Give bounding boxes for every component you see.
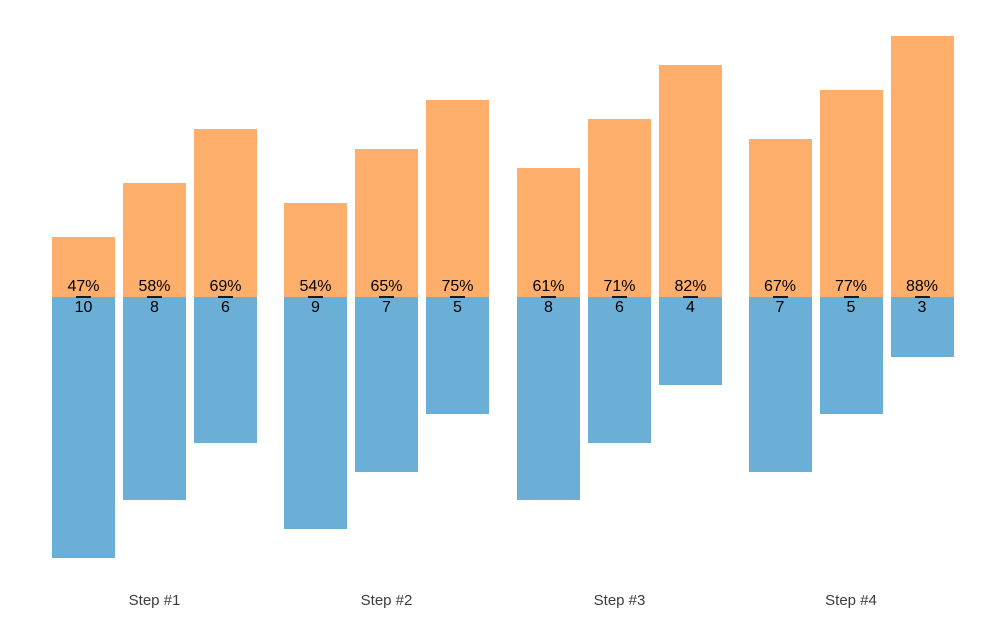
fraction-line — [843, 296, 859, 298]
bar-pct-label: 67% — [763, 278, 797, 295]
bar-denominator-label: 7 — [382, 299, 391, 316]
down-bar-step1-6 — [194, 297, 257, 443]
bar-denominator-label: 6 — [221, 299, 230, 316]
fraction-line — [450, 296, 465, 298]
down-bar-step1-8 — [123, 297, 186, 501]
bar-pct-label: 65% — [370, 278, 403, 295]
x-axis-label-step3: Step #3 — [593, 592, 646, 609]
bar-denominator-label: 8 — [544, 299, 553, 316]
bar-pct-label: 47% — [67, 278, 100, 295]
up-bar-step2-5 — [426, 99, 489, 297]
x-axis-label-step1: Step #1 — [128, 592, 181, 609]
down-bar-step4-7 — [748, 297, 812, 472]
up-bar-step2-9 — [284, 202, 347, 297]
bar-pct-label: 58% — [138, 278, 171, 295]
bar-denominator-label: 5 — [453, 299, 462, 316]
down-bar-step2-5 — [426, 297, 489, 415]
up-bar-step4-7 — [748, 138, 812, 297]
bar-pct-label: 88% — [905, 278, 939, 295]
bar-denominator-label: 4 — [686, 299, 695, 316]
bar-pct-label: 75% — [441, 278, 474, 295]
bar-pct-label: 77% — [834, 278, 868, 295]
down-bar-step2-7 — [355, 297, 418, 472]
bar-pct-label: 69% — [209, 278, 242, 295]
bar-denominator-label: 7 — [775, 299, 785, 316]
fraction-line — [308, 296, 323, 298]
bar-pct-label: 82% — [674, 278, 707, 295]
up-bar-step1-10 — [52, 236, 115, 297]
bar-denominator-label: 5 — [846, 299, 856, 316]
x-axis-label-step4: Step #4 — [825, 592, 877, 609]
x-axis-label-step2: Step #2 — [360, 592, 413, 609]
up-bar-step3-6 — [588, 119, 651, 297]
up-bar-step3-8 — [517, 168, 580, 297]
fraction-line — [914, 296, 930, 298]
bar-denominator-label: 3 — [917, 299, 927, 316]
down-bar-step3-6 — [588, 297, 651, 443]
fraction-line — [147, 296, 162, 298]
up-bar-step1-8 — [123, 182, 186, 297]
bar-denominator-label: 8 — [150, 299, 159, 316]
bar-denominator-label: 6 — [615, 299, 624, 316]
up-bar-step4-5 — [819, 89, 883, 297]
fraction-line — [772, 296, 788, 298]
fraction-line — [683, 296, 698, 298]
fraction-line — [612, 296, 627, 298]
fraction-line — [379, 296, 394, 298]
down-bar-step2-9 — [284, 297, 347, 530]
up-bar-step3-4 — [659, 65, 722, 297]
up-bar-step4-3 — [890, 35, 954, 297]
fraction-line — [76, 296, 91, 298]
bar-pct-label: 61% — [532, 278, 565, 295]
down-bar-step1-10 — [52, 297, 115, 558]
up-bar-step1-6 — [194, 128, 257, 297]
down-bar-step4-3 — [890, 297, 954, 357]
down-bar-step3-4 — [659, 297, 722, 386]
bar-denominator-label: 10 — [74, 299, 93, 316]
bar-denominator-label: 9 — [311, 299, 320, 316]
bar-pct-label: 71% — [603, 278, 636, 295]
fraction-line — [541, 296, 556, 298]
up-bar-step2-7 — [355, 148, 418, 297]
down-bar-step4-5 — [819, 297, 883, 415]
fraction-line — [218, 296, 233, 298]
bar-pct-label: 54% — [299, 278, 332, 295]
down-bar-step3-8 — [517, 297, 580, 501]
